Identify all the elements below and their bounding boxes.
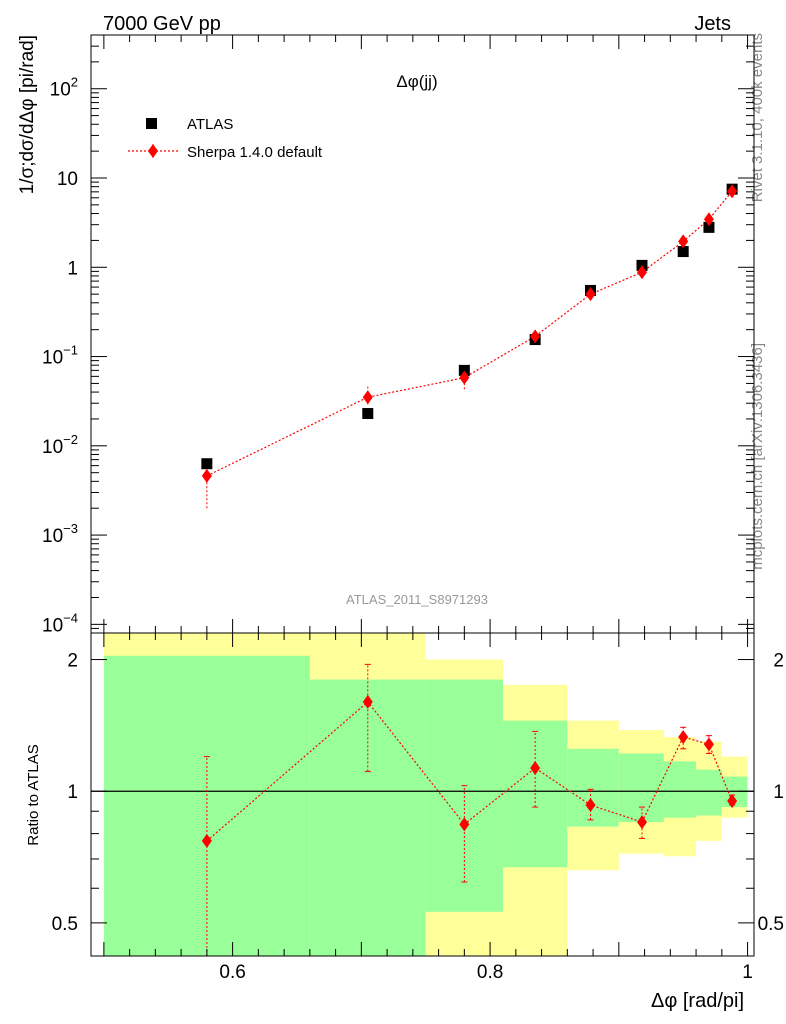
mcplots-label: mcplots.cern.ch [arXiv:1306.3436] <box>749 343 766 570</box>
atlas-point <box>677 246 689 258</box>
atlas-point <box>362 408 374 420</box>
ratio-axis-ticks <box>91 633 754 956</box>
ratio-y-tick-label-right: 0.5 <box>758 914 784 935</box>
main-y-tick-label: 102 <box>50 75 78 101</box>
ratio-frame <box>90 632 755 957</box>
legend-atlas-marker <box>146 118 157 129</box>
ratio-y-tick-label-left: 1 <box>67 782 78 803</box>
main-axis-ticks <box>91 34 754 634</box>
sherpa-line <box>206 190 733 477</box>
ratio-sherpa-point <box>530 760 541 775</box>
main-y-tick-label: 10−1 <box>42 343 78 369</box>
sherpa-point <box>703 212 714 227</box>
ratio-y-tick-label-left: 0.5 <box>52 914 78 935</box>
ratio-sherpa-point <box>727 793 738 808</box>
main-y-tick-label: 10−2 <box>42 432 78 458</box>
ratio-y-tick-label-left: 2 <box>67 651 78 672</box>
main-y-tick-label: 1 <box>67 258 78 279</box>
plot-title: Δφ(jj) <box>396 72 437 91</box>
ratio-bands <box>103 633 748 956</box>
sherpa-point <box>201 468 212 483</box>
rivet-label: Rivet 3.1.10, 400k events <box>749 33 766 202</box>
ratio-sherpa-point <box>201 833 212 848</box>
main-y-tick-labels: 102 10 1 10−1 10−2 10−3 10−4 <box>42 75 78 637</box>
ratio-y-tick-label-right: 1 <box>773 782 784 803</box>
ratio-plot-area <box>91 663 754 956</box>
legend-sherpa-label: Sherpa 1.4.0 default <box>187 144 323 161</box>
x-tick-label: 1 <box>742 962 753 983</box>
legend-atlas-label: ATLAS <box>187 116 233 133</box>
ratio-band-inner <box>567 748 619 827</box>
ratio-band-inner <box>696 769 722 816</box>
sherpa-point <box>459 370 470 385</box>
header-left: 7000 GeV pp <box>103 13 221 35</box>
main-plot-area <box>201 183 738 509</box>
ratio-panel: 0.5 0.5 1 1 2 2 0.6 0.8 1 Ratio to ATLAS Δφ [rad… <box>25 632 784 1012</box>
main-y-tick-label: 10−3 <box>42 521 78 547</box>
x-axis-label: Δφ [rad/pi] <box>651 990 744 1012</box>
ratio-band-inner <box>309 679 426 956</box>
x-tick-label: 0.8 <box>477 962 503 983</box>
analysis-label: ATLAS_2011_S8971293 <box>346 592 488 607</box>
sherpa-point <box>362 390 373 405</box>
ratio-sherpa-point <box>362 694 373 709</box>
ratio-y-axis-label: Ratio to ATLAS <box>25 744 42 845</box>
ratio-band-inner <box>103 655 310 956</box>
main-y-tick-label: 10−4 <box>42 610 78 636</box>
ratio-tick-labels: 0.5 0.5 1 1 2 2 0.6 0.8 1 <box>52 651 784 983</box>
sherpa-point <box>678 234 689 249</box>
legend: ATLAS Sherpa 1.4.0 default <box>128 116 323 161</box>
legend-sherpa-marker <box>148 144 158 158</box>
main-y-tick-label: 10 <box>57 169 78 190</box>
ratio-sherpa-point <box>636 815 647 830</box>
sherpa-point <box>727 184 738 199</box>
atlas-point <box>703 221 715 233</box>
atlas-point <box>201 458 213 470</box>
sherpa-point <box>530 329 541 344</box>
ratio-band-inner <box>663 761 697 818</box>
x-tick-label: 0.6 <box>219 962 245 983</box>
header-right: Jets <box>694 13 731 35</box>
ratio-sherpa-point <box>703 737 714 752</box>
main-panel: 102 10 1 10−1 10−2 10−3 10−4 Δφ(jj) 1/σ;dσ/dΔφ… <box>17 34 755 637</box>
sherpa-point <box>636 265 647 280</box>
ratio-sherpa-point <box>459 817 470 832</box>
main-y-axis-label: 1/σ;dσ/dΔφ [pi/rad] <box>17 35 38 194</box>
ratio-sherpa-point <box>585 797 596 812</box>
ratio-sherpa-point <box>678 730 689 745</box>
ratio-y-tick-label-right: 2 <box>773 651 784 672</box>
atlas-point <box>458 364 470 376</box>
sherpa-point <box>585 287 596 302</box>
ratio-band-inner <box>618 753 664 823</box>
